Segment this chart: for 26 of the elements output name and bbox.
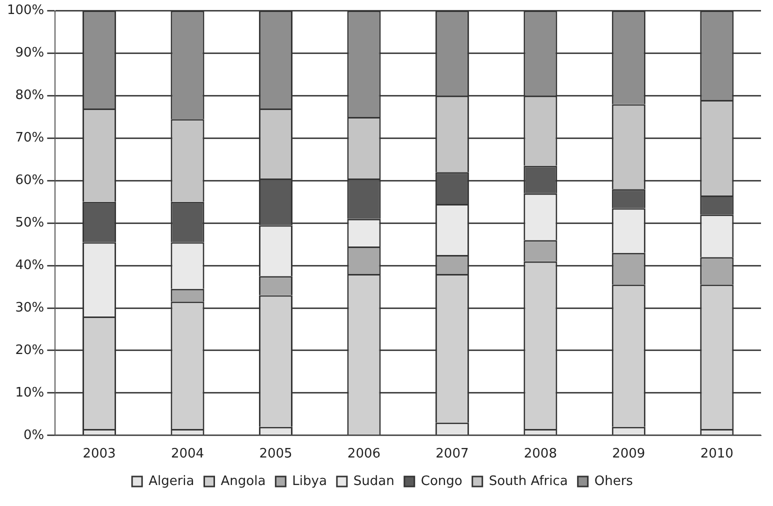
y-tick-label: 50% [15,215,44,230]
legend-label: Congo [420,474,462,489]
x-tick-label: 2004 [170,446,204,462]
x-tick-label: 2008 [524,446,557,462]
y-tick-label: 20% [15,342,44,358]
y-tick-label: 10% [15,385,44,400]
x-tick-label: 2005 [259,446,292,462]
legend-label: Libya [292,474,327,489]
y-tick-label: 0% [24,428,44,443]
legend-label: Sudan [353,474,394,489]
y-tick-label: 100% [6,3,44,18]
legend-label: Angola [220,474,266,489]
x-tick-label: 2009 [612,446,646,462]
legend-label: Algeria [148,474,194,489]
x-tick-label: 2010 [700,446,734,462]
x-tick-label: 2003 [82,446,116,462]
y-tick-label: 40% [15,258,44,273]
x-tick-label: 2006 [347,446,381,462]
y-tick-label: 90% [15,46,44,61]
x-tick-label: 2007 [436,446,469,462]
legend-label: Ohers [594,474,634,489]
y-tick-label: 80% [15,88,44,104]
y-tick-label: 60% [15,173,44,188]
legend-label: South Africa [488,474,568,489]
y-tick-label: 70% [15,130,44,146]
y-tick-label: 30% [15,300,44,316]
